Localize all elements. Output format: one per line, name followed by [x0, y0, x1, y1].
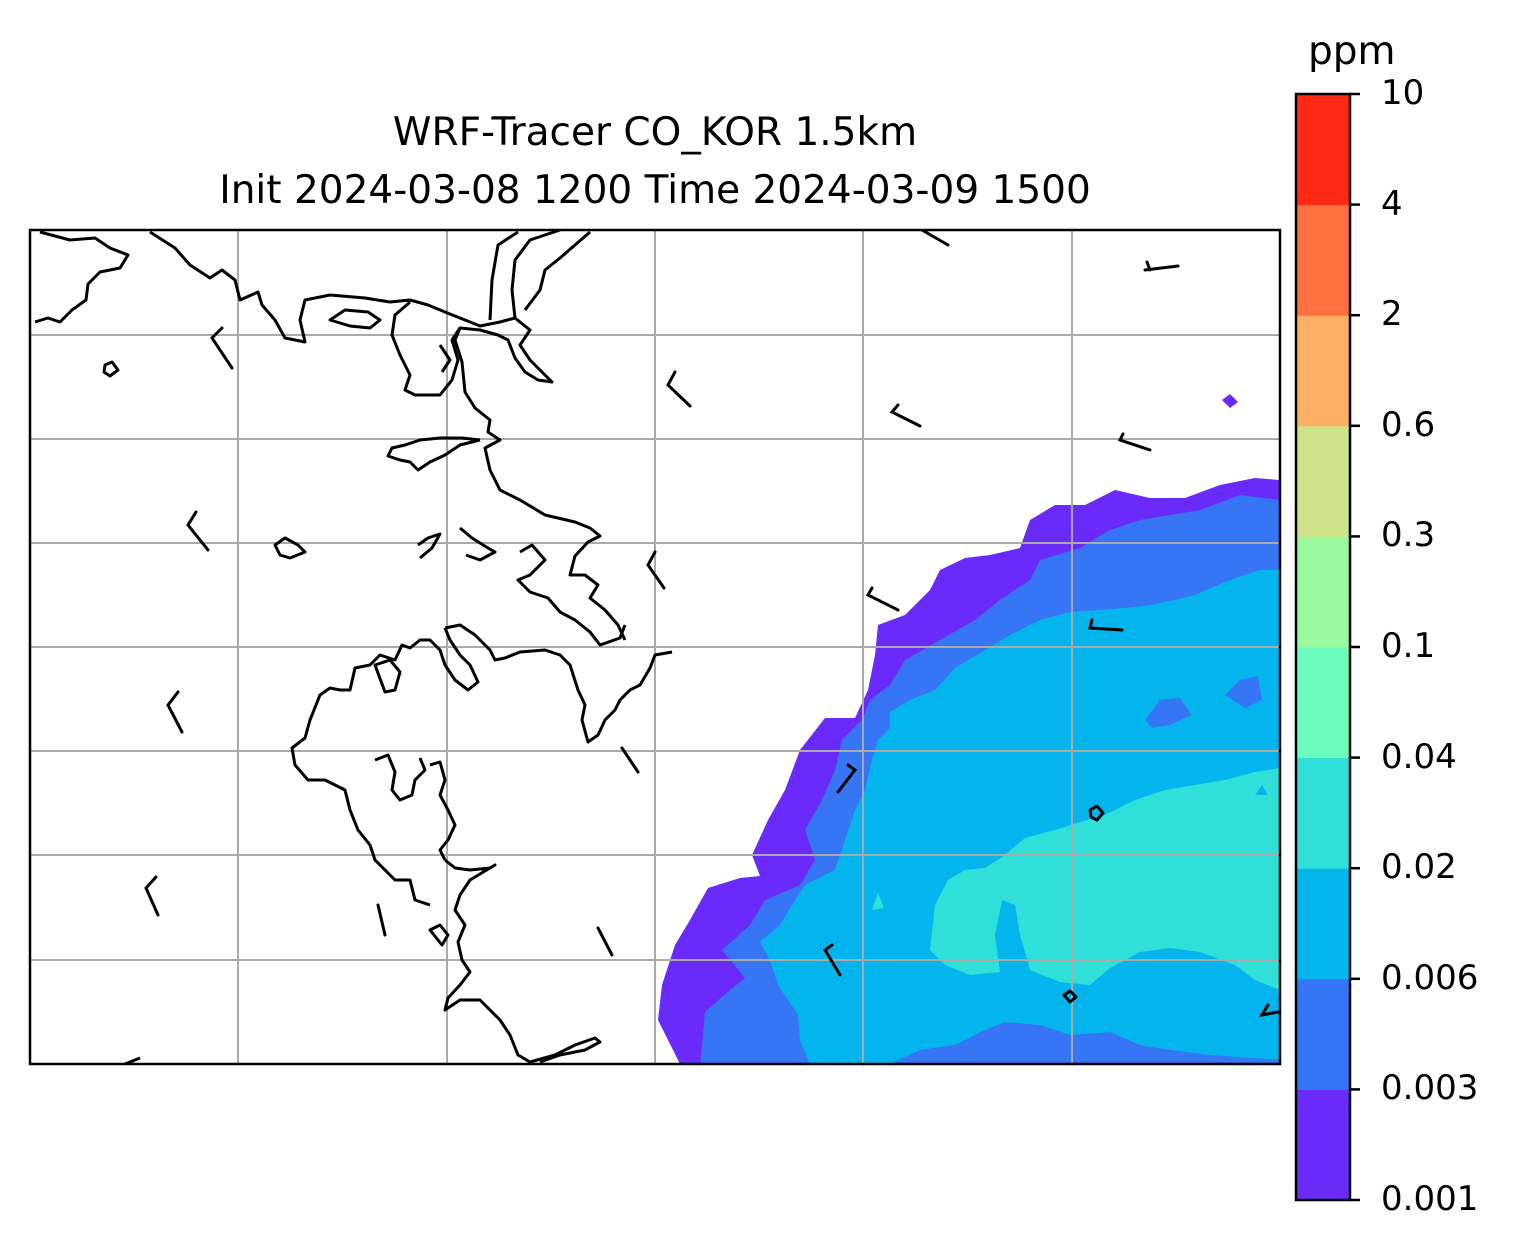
- coastlines: [34, 230, 1105, 1064]
- coastline-main: [34, 230, 130, 324]
- colorbar-tick-label: 0.6: [1381, 404, 1436, 445]
- gridlines: [30, 230, 1280, 1064]
- colorbar-tick-label: 0.02: [1381, 847, 1457, 888]
- contour-0.02-small: [872, 893, 884, 910]
- coastline-inlet: [390, 300, 462, 397]
- colorbar-segment: [1296, 647, 1350, 759]
- coastline-island6: [1062, 989, 1078, 1004]
- contour-0.003-bottom: [890, 1022, 1280, 1064]
- coastline-peninsula: [290, 623, 673, 907]
- coastline-island3: [373, 658, 402, 694]
- colorbar-segment: [1296, 315, 1350, 427]
- colorbar-unit-label: ppm: [1308, 29, 1396, 74]
- colorbar-tick-label: 0.3: [1381, 515, 1436, 556]
- coastline-islands-south: [374, 753, 457, 861]
- coastline-island4: [428, 923, 450, 947]
- contour-0.003-patch: [1145, 698, 1192, 728]
- map-title-line1: WRF-Tracer CO_KOR 1.5km: [392, 110, 918, 155]
- coastline-bay: [273, 536, 307, 560]
- contour-0.02: [930, 768, 1280, 990]
- coastline-north: [149, 230, 516, 344]
- colorbar-segment: [1296, 94, 1350, 206]
- coastline-island1: [328, 308, 382, 330]
- coastline-river: [488, 230, 591, 321]
- map-frame: [28, 228, 1282, 1066]
- contour-0.006-hole: [1255, 785, 1268, 795]
- coastline-island2: [102, 360, 120, 378]
- contour-0.003-patch2: [1225, 676, 1262, 708]
- concentration-field: [658, 394, 1280, 1064]
- colorbar-segment: [1296, 757, 1350, 869]
- colorbar-tick-label: 0.04: [1381, 736, 1457, 777]
- colorbar-tick-label: 10: [1381, 73, 1425, 113]
- coastline-bay3: [516, 543, 627, 647]
- colorbar-segment: [1296, 536, 1350, 648]
- coastline-island5: [1088, 804, 1105, 822]
- colorbar-tick-label: 0.1: [1381, 626, 1436, 666]
- wind-barbs: [144, 230, 1280, 1018]
- coastline-coast-south: [443, 858, 602, 1064]
- colorbar-tick-label: 0.001: [1381, 1179, 1479, 1219]
- colorbar: [1294, 92, 1360, 1202]
- colorbar-segment: [1296, 204, 1350, 316]
- colorbar-tick-label: 4: [1381, 183, 1403, 224]
- colorbar-segment: [1296, 978, 1350, 1090]
- colorbar-tick-label: 0.003: [1381, 1068, 1479, 1109]
- coastline-bay2: [417, 526, 497, 562]
- colorbar-tick-label: 0.006: [1381, 957, 1479, 998]
- map-title-line2: Init 2024-03-08 1200 Time 2024-03-09 150…: [219, 168, 1091, 213]
- coastline-west: [453, 316, 627, 641]
- contour-0.003-isolated: [1222, 394, 1238, 408]
- coastline-mid: [386, 436, 481, 472]
- colorbar-segment: [1296, 425, 1350, 537]
- colorbar-segment: [1296, 1089, 1350, 1201]
- colorbar-segment: [1296, 868, 1350, 980]
- colorbar-tick-label: 2: [1381, 294, 1403, 335]
